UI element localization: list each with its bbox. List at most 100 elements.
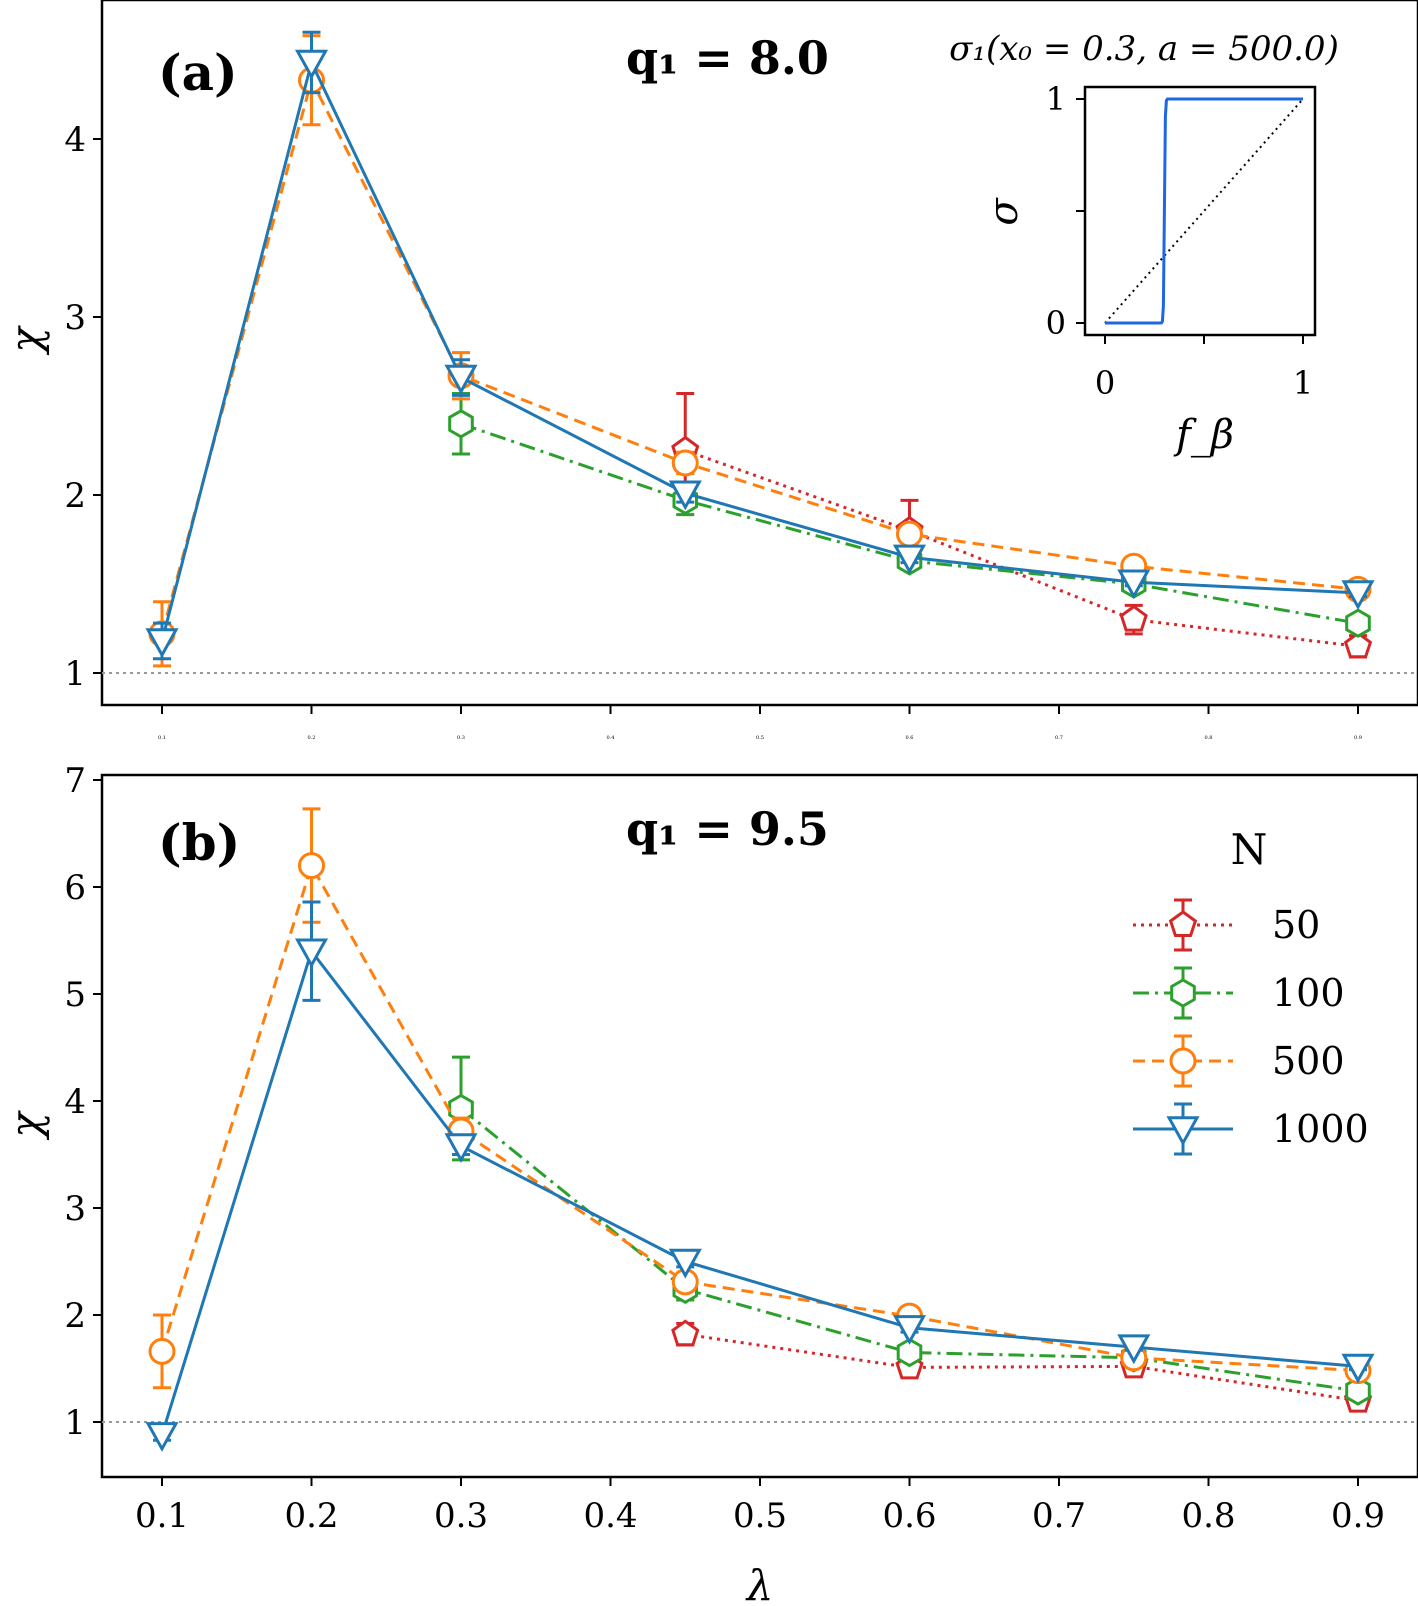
legend-label: 100: [1272, 971, 1345, 1015]
panel-b-x-tick-label: 0.6: [882, 1496, 936, 1536]
legend-entry-500: 500: [1133, 1034, 1345, 1088]
panel-a-marker-N50: [1343, 631, 1373, 659]
panel-a-marker-N1000: [1341, 580, 1375, 610]
panel-a-marker-N1000: [668, 480, 702, 511]
panel-a-y-tick-label: 4: [64, 120, 86, 160]
panel-a-marker-N1000: [1117, 569, 1151, 600]
panel-a-x-tick-label: 0.5: [756, 735, 764, 741]
panel-b-x-tick-label: 0.5: [733, 1496, 787, 1536]
panel-b-series-N50: [671, 1319, 1373, 1413]
panel-b-y-tick-label: 4: [64, 1082, 86, 1122]
panel-a-marker-N50: [1119, 604, 1148, 632]
panel-b-series-N100: [448, 1055, 1371, 1406]
panel-a-series-N1000: [145, 30, 1375, 661]
panel-b-marker-N100: [1345, 1376, 1371, 1406]
legend-entry-50: 50: [1133, 898, 1320, 952]
panel-b-x-axis-label: λ: [745, 1561, 774, 1606]
panel-b-y-tick-label: 6: [64, 868, 86, 908]
legend-entry-1000: 1000: [1133, 1102, 1369, 1156]
legend-title: N: [1231, 825, 1268, 874]
panel-b-marker-N1000: [294, 938, 329, 969]
panel-b-frame: [100, 773, 1418, 1479]
panel-a-y-tick-label: 3: [64, 298, 86, 338]
panel-a-y-tick-label: 1: [64, 654, 86, 694]
panel-a-marker-N100: [1345, 608, 1371, 638]
panel-b-line-N1000: [160, 947, 1359, 1436]
legend-label: 50: [1272, 903, 1320, 947]
panel-b: (b) q₁ = 9.5 χ λ N 50 100 500 1000: [1, 773, 1418, 1606]
legend: N 50 100 500 1000: [1133, 825, 1369, 1156]
inset-sigma-curve: [1105, 97, 1303, 325]
panel-a-line-N50: [684, 449, 1359, 648]
panel-a-x-tick-label: 0.9: [1354, 735, 1362, 741]
legend-marker: [1166, 1116, 1200, 1147]
inset-sigma-plot: σ₁(x₀ = 0.3, a = 500.0) f_β σ: [949, 29, 1339, 458]
panel-b-x-tick-label: 0.3: [434, 1496, 488, 1536]
panel-a-param-label: q₁ = 8.0: [626, 31, 829, 85]
panel-b-marker-N1000: [1117, 1334, 1151, 1365]
inset-x-axis-label: f_β: [1173, 412, 1234, 458]
legend-entry-100: 100: [1133, 966, 1345, 1020]
inset-plot-area: [1104, 97, 1304, 325]
panel-b-line-N100: [460, 1107, 1359, 1393]
panel-b-marker-N1000: [1341, 1353, 1375, 1384]
panel-b-marker-N1000: [145, 1422, 179, 1452]
panel-b-marker-N1000: [444, 1133, 478, 1163]
panel-b-y-tick-label: 2: [64, 1296, 86, 1336]
panel-b-y-axis-label: χ: [1, 1110, 50, 1141]
panel-b-y-tick-label: 5: [64, 975, 86, 1015]
panel-a-x-tick-label: 0.4: [607, 735, 615, 741]
panel-b-x-tick-label: 0.8: [1181, 1496, 1235, 1536]
panel-a-marker-N1000: [145, 628, 179, 659]
panel-a-y-tick-label: 2: [64, 476, 86, 516]
panel-b-y-tick-label: 7: [64, 761, 86, 801]
panel-b-plot-area: [102, 807, 1418, 1452]
inset-x-tick-label: 0: [1095, 364, 1115, 402]
panel-b-marker-N1000: [892, 1315, 927, 1345]
panel-b-series-N1000: [145, 900, 1375, 1452]
panel-b-label: (b): [158, 813, 240, 872]
inset-y-tick-label: 1: [1046, 80, 1066, 118]
inset-x-tick-label: 1: [1293, 364, 1313, 402]
panel-b-x-tick-label: 0.1: [135, 1496, 189, 1536]
panel-a-x-tick-label: 0.1: [158, 735, 166, 741]
panel-a-label: (a): [158, 43, 238, 102]
legend-marker: [1169, 1047, 1197, 1075]
legend-label: 1000: [1272, 1107, 1369, 1151]
panel-a-marker-N1000: [294, 49, 329, 80]
inset-diagonal-line: [1104, 98, 1304, 324]
panel-b-x-tick-label: 0.9: [1331, 1496, 1385, 1536]
panel-b-marker-N50: [671, 1319, 700, 1347]
panel-a-x-tick-label: 0.2: [308, 735, 316, 741]
inset-y-tick-label: 0: [1046, 304, 1066, 342]
inset-title: σ₁(x₀ = 0.3, a = 500.0): [949, 29, 1339, 69]
legend-marker: [1170, 978, 1196, 1008]
panel-a-marker-N1000: [892, 544, 927, 575]
panel-b-marker-N500: [298, 852, 325, 880]
panel-a: (a) q₁ = 8.0 χ σ₁(x₀ = 0.3, a = 500.0) f…: [1, 0, 1418, 707]
panel-b-param-label: q₁ = 9.5: [626, 802, 829, 856]
panel-a-marker-N500: [671, 449, 699, 477]
panel-a-x-tick-label: 0.8: [1205, 735, 1213, 741]
panel-a-x-tick-label: 0.6: [906, 735, 914, 741]
panel-a-x-tick-label: 0.3: [457, 735, 465, 741]
panel-b-marker-N500: [148, 1337, 176, 1365]
panel-a-plot-area: [102, 30, 1418, 674]
panel-b-x-tick-label: 0.7: [1032, 1496, 1086, 1536]
panel-a-marker-N1000: [444, 364, 478, 395]
panel-b-y-tick-label: 3: [64, 1189, 86, 1229]
panel-b-series-N500: [148, 807, 1372, 1390]
legend-label: 500: [1272, 1039, 1345, 1083]
panel-a-marker-N100: [448, 409, 474, 439]
panel-b-line-N50: [685, 1332, 1359, 1403]
inset-y-axis-label: σ: [981, 197, 1027, 226]
panel-a-y-axis-label: χ: [1, 325, 50, 356]
panel-b-marker-N1000: [668, 1248, 702, 1279]
panel-b-y-tick-label: 1: [64, 1403, 86, 1443]
panel-b-x-tick-label: 0.4: [583, 1496, 637, 1536]
panel-b-marker-N100: [896, 1337, 923, 1368]
panel-b-x-tick-label: 0.2: [284, 1496, 338, 1536]
panel-a-x-tick-label: 0.7: [1055, 735, 1063, 741]
legend-marker: [1168, 910, 1198, 937]
